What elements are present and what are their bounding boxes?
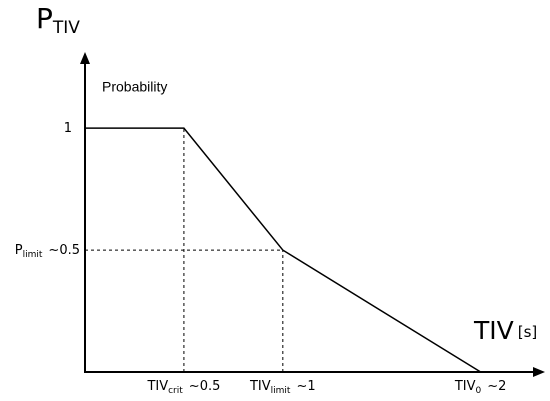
x-axis-label: TIV [s] [473, 316, 537, 345]
y-label-sub: TIV [52, 18, 80, 38]
tick-label-sub: crit [168, 386, 183, 396]
tick-label-main: P [15, 243, 23, 258]
y-label-main: P [36, 2, 53, 35]
tick-label-suffix: ~0.5 [189, 379, 221, 394]
x-unit: [s] [518, 323, 538, 341]
tick-label: 1 [64, 121, 72, 136]
tick-label: TIVlimit ~1 [249, 379, 316, 396]
tick-label-main: TIV [249, 379, 271, 394]
tick-label: TIV0 ~2 [454, 379, 507, 396]
y-axis-arrow [80, 52, 90, 64]
tick-label-main: TIV [454, 379, 476, 394]
tick-label: TIVcrit ~0.5 [146, 379, 220, 396]
data-line [85, 127, 482, 373]
y-axis-label: PTIV [36, 2, 80, 38]
tick-label: Plimit ~0.5 [15, 243, 80, 260]
tick-label-main: 1 [64, 121, 72, 136]
tick-label-suffix: ~1 [296, 379, 315, 394]
tick-label-main: TIV [146, 379, 168, 394]
tick-label-sub: limit [271, 386, 291, 396]
tick-label-suffix: ~2 [487, 379, 506, 394]
tick-label-suffix: ~0.5 [48, 243, 80, 258]
x-label-main: TIV [473, 316, 514, 345]
annotation: Probability [102, 79, 167, 95]
tick-label-sub: limit [23, 250, 43, 260]
tick-label-sub: 0 [476, 386, 482, 396]
x-axis-arrow [533, 367, 545, 377]
